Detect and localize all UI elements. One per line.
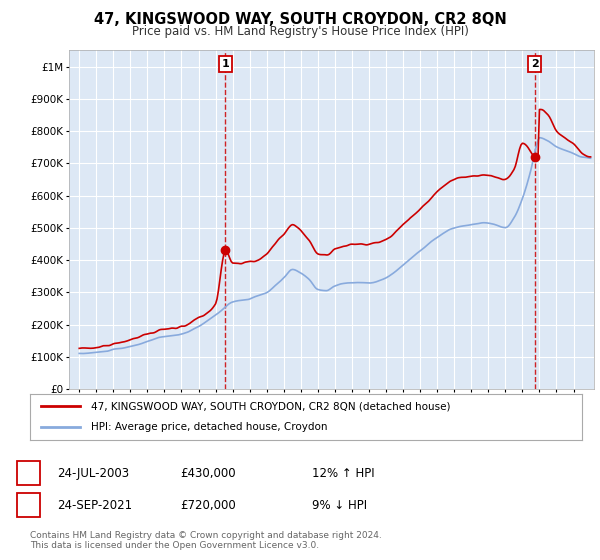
Text: £720,000: £720,000 <box>180 498 236 512</box>
Text: 12% ↑ HPI: 12% ↑ HPI <box>312 466 374 480</box>
Text: 47, KINGSWOOD WAY, SOUTH CROYDON, CR2 8QN: 47, KINGSWOOD WAY, SOUTH CROYDON, CR2 8Q… <box>94 12 506 27</box>
Text: 1: 1 <box>24 466 33 480</box>
Text: 24-JUL-2003: 24-JUL-2003 <box>57 466 129 480</box>
Text: 9% ↓ HPI: 9% ↓ HPI <box>312 498 367 512</box>
Text: 2: 2 <box>531 59 539 69</box>
Text: Price paid vs. HM Land Registry's House Price Index (HPI): Price paid vs. HM Land Registry's House … <box>131 25 469 38</box>
Text: 47, KINGSWOOD WAY, SOUTH CROYDON, CR2 8QN (detached house): 47, KINGSWOOD WAY, SOUTH CROYDON, CR2 8Q… <box>91 401 450 411</box>
Text: This data is licensed under the Open Government Licence v3.0.: This data is licensed under the Open Gov… <box>30 541 319 550</box>
Text: 2: 2 <box>24 498 33 512</box>
Text: HPI: Average price, detached house, Croydon: HPI: Average price, detached house, Croy… <box>91 422 327 432</box>
Text: £430,000: £430,000 <box>180 466 236 480</box>
Text: 1: 1 <box>221 59 229 69</box>
Text: 24-SEP-2021: 24-SEP-2021 <box>57 498 132 512</box>
Text: Contains HM Land Registry data © Crown copyright and database right 2024.: Contains HM Land Registry data © Crown c… <box>30 531 382 540</box>
